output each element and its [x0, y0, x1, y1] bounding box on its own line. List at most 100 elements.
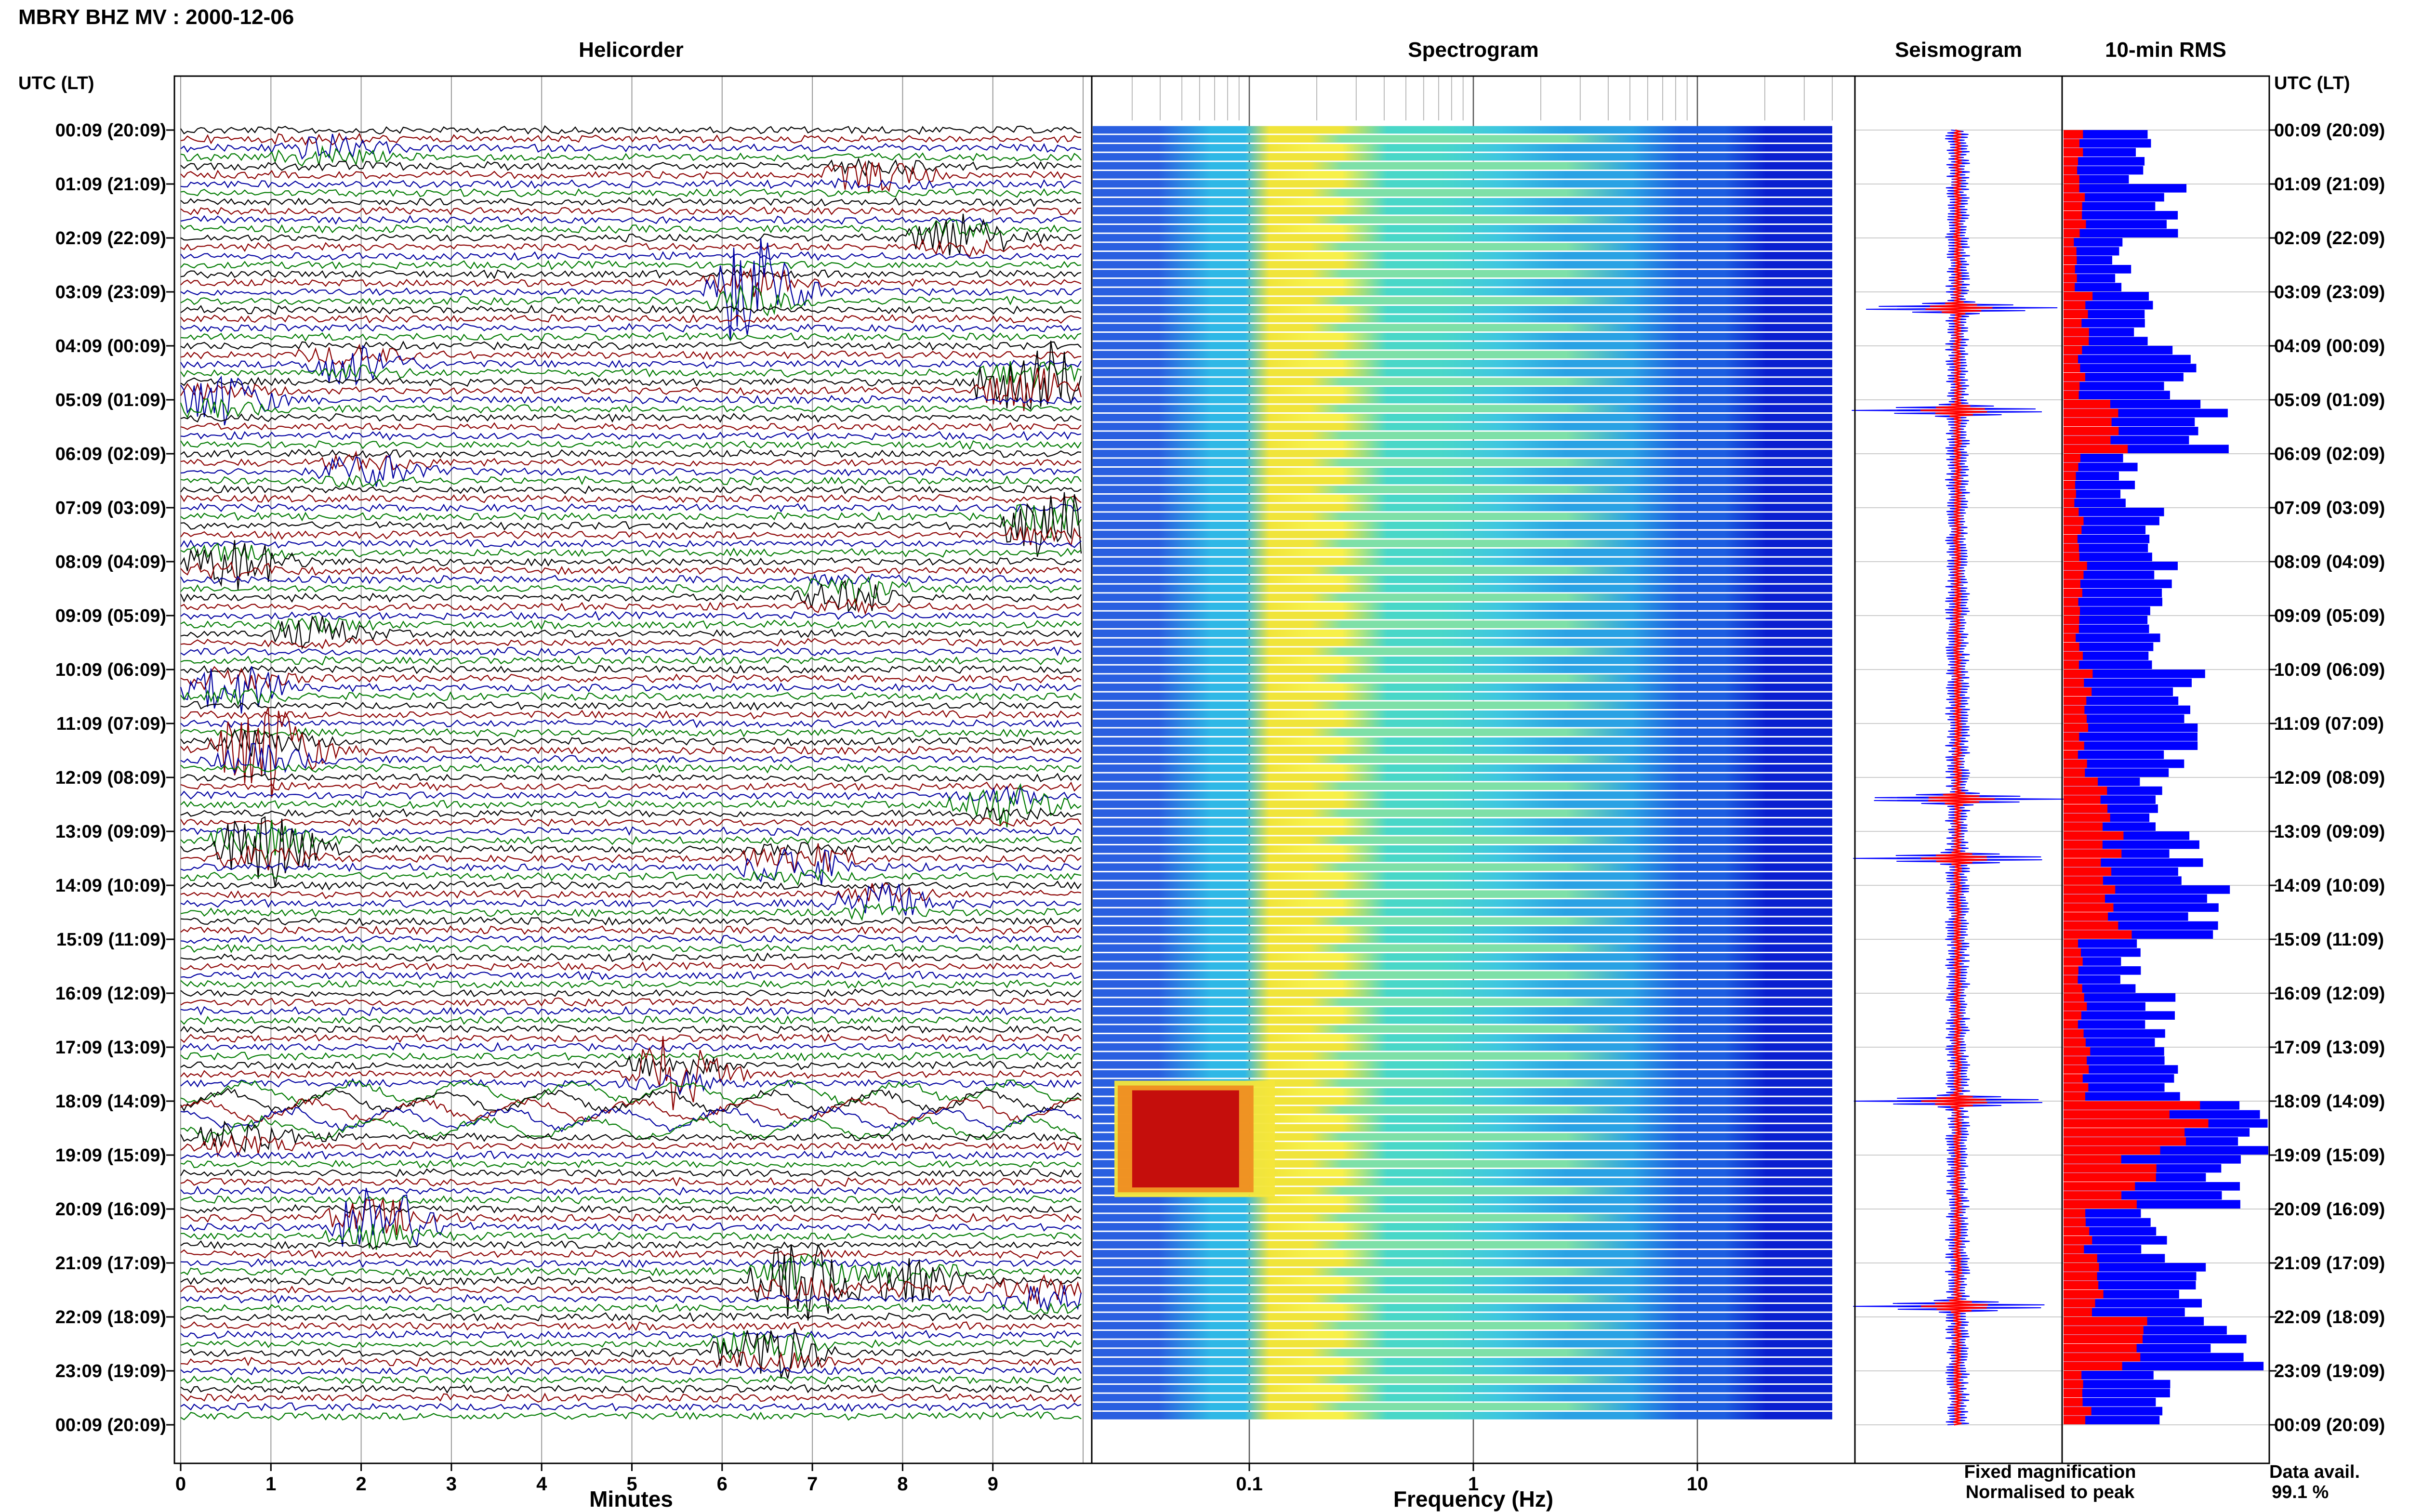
spectrogram-x-label: Frequency (Hz)	[1393, 1486, 1553, 1512]
helicorder-trace	[180, 440, 1082, 450]
helicorder-trace	[180, 763, 1082, 774]
rms-normalised-bar	[2064, 1218, 2086, 1227]
spectrogram-row	[1093, 503, 1832, 512]
helicorder-trace	[180, 1321, 1082, 1331]
rms-fixed-bar	[2064, 229, 2178, 237]
spectrogram-row	[1093, 971, 1832, 979]
rms-normalised-bar	[2064, 175, 2079, 184]
spectrogram-row	[1093, 953, 1832, 961]
helicorder-trace	[180, 573, 1082, 587]
rms-normalised-bar	[2064, 238, 2074, 247]
time-label-left: 20:09 (16:09)	[55, 1199, 166, 1220]
rms-fixed-bar	[2064, 624, 2149, 633]
rms-fixed-bar	[2064, 570, 2155, 579]
rms-normalised-bar	[2064, 867, 2112, 876]
time-label-right: 23:09 (19:09)	[2274, 1361, 2385, 1381]
helicorder-trace	[180, 1393, 1082, 1403]
time-label-right: 15:09 (11:09)	[2274, 930, 2384, 950]
spectrogram-row	[1093, 1061, 1832, 1069]
helicorder-trace	[180, 341, 1082, 351]
rms-normalised-bar	[2064, 670, 2093, 678]
helicorder-x-ticks: 0 1 2 3 4 5 6 7 8 9	[175, 1463, 998, 1495]
rms-fixed-bar	[2064, 759, 2184, 768]
rms-normalised-bar	[2064, 274, 2077, 283]
rms-normalised-bar	[2064, 1182, 2135, 1191]
spectrogram-row	[1093, 1160, 1832, 1168]
rms-fixed-bar	[2064, 1065, 2178, 1074]
rms-fixed-bar	[2064, 723, 2198, 732]
rms-normalised-bar	[2064, 543, 2079, 552]
spectrogram-row	[1093, 1403, 1832, 1410]
helicorder-trace	[180, 882, 1082, 903]
spectrogram-row	[1093, 1151, 1832, 1159]
helicorder-trace	[180, 1134, 1082, 1157]
rms-normalised-bar	[2064, 1416, 2086, 1424]
rms-normalised-bar	[2064, 1101, 2200, 1110]
rms-normalised-bar	[2064, 166, 2078, 175]
rms-normalised-bar	[2064, 229, 2080, 237]
rms-fixed-bar	[2064, 508, 2164, 516]
helicorder-trace	[180, 970, 1082, 981]
helicorder-trace	[180, 1351, 1082, 1372]
rms-normalised-bar	[2064, 184, 2079, 193]
helicorder-x-tick-label: 0	[175, 1473, 186, 1495]
spectrogram-row	[1093, 764, 1832, 772]
spectrogram-row	[1093, 944, 1832, 952]
spectrogram-row	[1093, 1016, 1832, 1024]
helicorder-trace	[180, 145, 1082, 167]
seismogram-normalised-trace	[1920, 129, 1995, 1426]
rms-normalised-bar	[2064, 1398, 2083, 1407]
helicorder-trace	[180, 188, 1082, 198]
helicorder-trace	[180, 284, 1082, 317]
spectrogram-row	[1093, 1097, 1832, 1105]
rms-fixed-bar	[2064, 606, 2150, 615]
rms-normalised-bar	[2064, 750, 2078, 759]
helicorder-trace	[180, 1330, 1082, 1362]
helicorder-trace	[180, 213, 1082, 256]
utc-label-right: UTC (LT)	[2274, 73, 2350, 93]
rms-normalised-bar	[2064, 714, 2087, 723]
spectrogram-row	[1093, 818, 1832, 826]
helicorder-trace	[180, 398, 1082, 419]
time-label-left: 03:09 (23:09)	[55, 282, 166, 302]
helicorder-trace	[180, 598, 1082, 616]
time-label-right: 19:09 (15:09)	[2274, 1145, 2385, 1166]
rms-normalised-bar	[2064, 697, 2087, 705]
spectrogram-row	[1093, 360, 1832, 368]
rms-normalised-bar	[2064, 1344, 2137, 1353]
helicorder-trace	[180, 197, 1082, 207]
rms-normalised-bar	[2064, 741, 2084, 750]
spectrogram-row	[1093, 1358, 1832, 1366]
helicorder-trace	[180, 1328, 1082, 1379]
helicorder-trace	[180, 1055, 1082, 1077]
spectrogram-row	[1093, 315, 1832, 323]
spectrogram-row	[1093, 576, 1832, 583]
rms-fixed-bar	[2064, 643, 2154, 651]
rms-normalised-bar	[2064, 1047, 2091, 1056]
rms-normalised-bar	[2064, 1326, 2144, 1335]
time-label-left: 15:09 (11:09)	[56, 930, 166, 950]
rms-normalised-bar	[2064, 1308, 2092, 1316]
spectrogram-row	[1093, 198, 1832, 206]
rms-normalised-bar	[2064, 445, 2128, 453]
rms-normalised-bar	[2064, 328, 2089, 337]
helicorder-trace	[180, 1243, 1082, 1321]
spectrogram-row	[1093, 611, 1832, 619]
spectrogram-row	[1093, 1349, 1832, 1356]
rms-normalised-bar	[2064, 1281, 2099, 1289]
rms-normalised-bar	[2064, 570, 2084, 579]
rms-normalised-bar	[2064, 786, 2107, 795]
spectrogram-row	[1093, 1268, 1832, 1275]
helicorder-trace	[180, 1402, 1082, 1412]
spectrogram-row	[1093, 395, 1832, 404]
helicorder-trace	[180, 707, 1082, 798]
helicorder-trace	[180, 719, 1082, 728]
rms-normalised-bar	[2064, 1371, 2082, 1380]
helicorder-trace	[181, 1198, 1082, 1236]
spectrogram-row	[1093, 1232, 1832, 1240]
rms-fixed-bar	[2064, 1299, 2202, 1308]
spectrogram-row	[1093, 1295, 1832, 1302]
helicorder-trace	[180, 1006, 1082, 1016]
spectrogram-row	[1093, 476, 1832, 485]
spectrogram-row	[1093, 1304, 1832, 1312]
